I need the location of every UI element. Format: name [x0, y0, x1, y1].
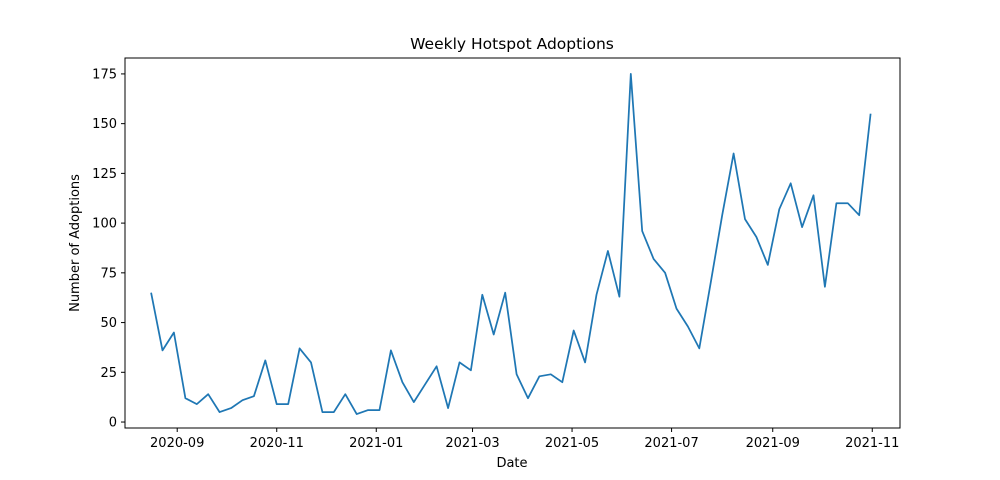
x-tick-label: 2021-03: [445, 436, 499, 451]
y-tick-label: 50: [100, 316, 117, 331]
y-tick-label: 0: [109, 416, 117, 431]
y-tick-label: 100: [92, 217, 117, 232]
x-tick-label: 2021-01: [349, 436, 403, 451]
x-axis-label: Date: [496, 456, 527, 471]
y-axis: 0 25 50 75 100 125 150 175: [92, 67, 125, 431]
x-tick-label: 2020-09: [150, 436, 204, 451]
y-tick-label: 150: [92, 117, 117, 132]
chart-title: Weekly Hotspot Adoptions: [410, 35, 614, 53]
x-tick-label: 2020-11: [250, 436, 304, 451]
x-tick-label: 2021-11: [845, 436, 899, 451]
x-tick-label: 2021-07: [644, 436, 698, 451]
x-tick-label: 2021-05: [545, 436, 599, 451]
y-tick-label: 125: [92, 167, 117, 182]
x-tick-label: 2021-09: [746, 436, 800, 451]
y-axis-label: Number of Adoptions: [68, 174, 83, 312]
plot-frame: [124, 57, 901, 429]
y-tick-label: 75: [100, 266, 117, 281]
x-axis: 2020-09 2020-11 2021-01 2021-03 2021-05 2021-…: [150, 428, 899, 451]
series-line: [150, 73, 872, 415]
y-tick-label: 25: [100, 366, 117, 381]
y-tick-label: 175: [92, 67, 117, 82]
